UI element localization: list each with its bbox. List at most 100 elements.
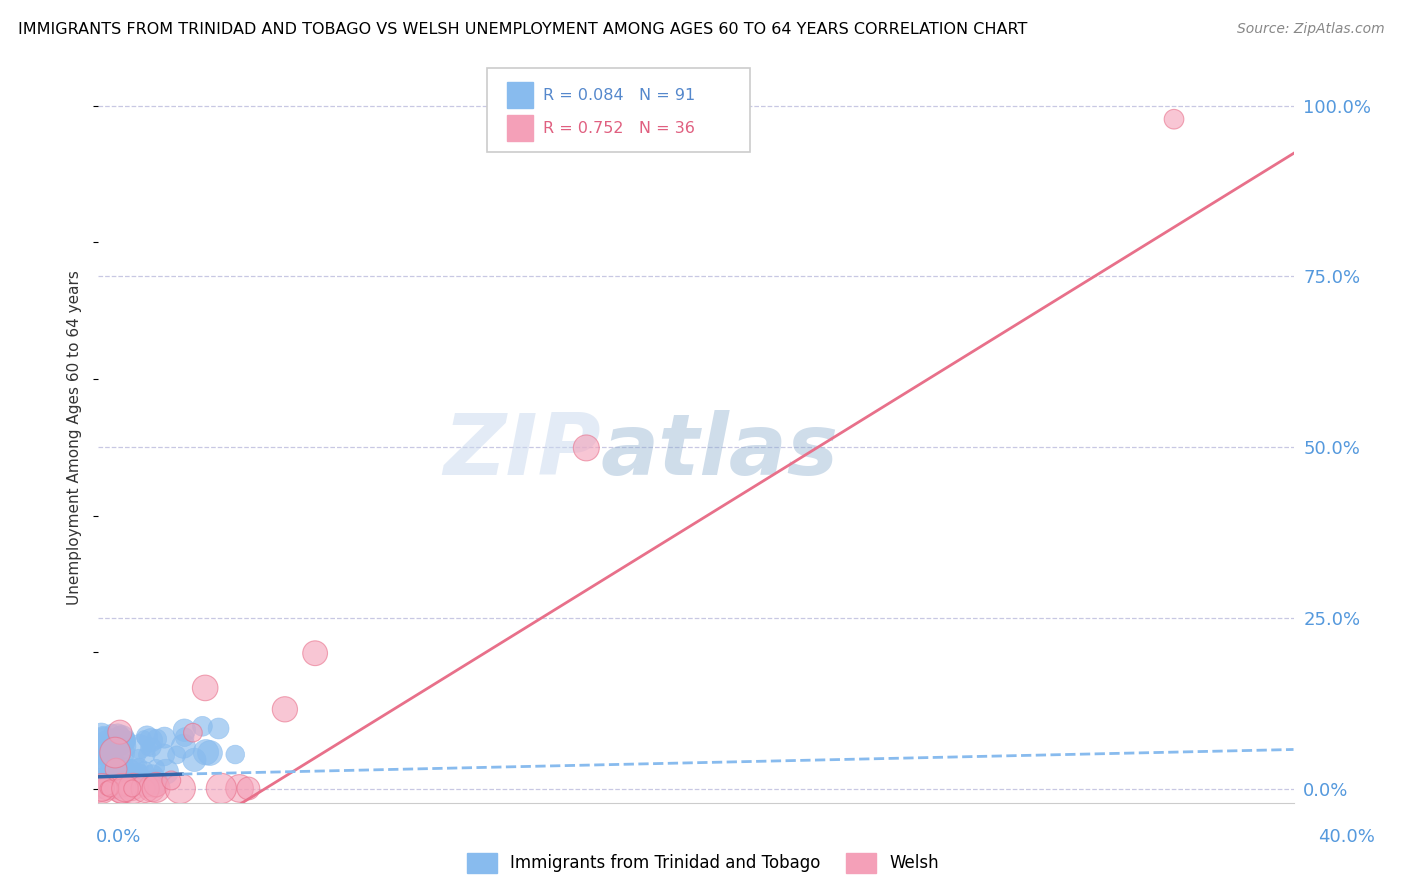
Point [90, 747, 112, 762]
Point [194, 745, 217, 759]
Point [304, 646, 326, 660]
Point [110, 736, 132, 750]
Point [94, 735, 117, 749]
Point [132, 776, 155, 790]
Point [118, 764, 141, 779]
Point [145, 761, 167, 775]
Point [142, 777, 165, 791]
Point [145, 775, 167, 789]
Point [90, 781, 112, 796]
Point [115, 734, 138, 748]
Point [128, 739, 150, 754]
Point [91, 781, 114, 796]
Point [100, 739, 122, 754]
Point [121, 781, 143, 796]
Point [132, 731, 155, 745]
Point [135, 781, 157, 796]
Point [101, 781, 124, 796]
Point [96, 781, 118, 796]
Point [228, 781, 250, 796]
Point [124, 764, 146, 778]
Point [93, 728, 115, 742]
Text: 40.0%: 40.0% [1319, 828, 1375, 846]
Point [97, 747, 120, 761]
Point [146, 732, 169, 747]
Point [108, 780, 131, 795]
Point [101, 725, 124, 739]
Point [198, 746, 221, 760]
Point [141, 781, 163, 796]
Point [107, 779, 129, 793]
Point [145, 778, 167, 792]
Point [89, 757, 111, 772]
Point [104, 780, 127, 794]
Point [111, 746, 134, 760]
Point [100, 773, 122, 788]
Point [191, 719, 214, 733]
Point [94, 774, 117, 789]
Point [173, 723, 195, 738]
Point [90, 728, 112, 742]
Legend: Immigrants from Trinidad and Tobago, Welsh: Immigrants from Trinidad and Tobago, Wel… [461, 847, 945, 880]
Point [121, 781, 143, 796]
Point [93, 731, 115, 746]
Point [172, 739, 194, 754]
Point [114, 772, 136, 786]
Point [108, 731, 131, 745]
Point [110, 780, 132, 795]
Point [104, 746, 127, 760]
Point [103, 780, 125, 794]
Point [98, 743, 121, 757]
Point [173, 730, 195, 744]
Point [183, 753, 205, 767]
Point [93, 774, 115, 789]
Point [101, 765, 124, 780]
Point [110, 739, 132, 754]
Point [91, 781, 114, 796]
Point [112, 777, 135, 791]
Point [194, 681, 217, 695]
Point [153, 731, 176, 745]
Point [145, 781, 167, 796]
Point [169, 781, 191, 796]
Text: R = 0.084   N = 91: R = 0.084 N = 91 [543, 87, 695, 103]
Point [107, 772, 129, 786]
Point [97, 747, 120, 762]
Point [110, 756, 132, 771]
FancyBboxPatch shape [486, 68, 749, 152]
Point [134, 764, 156, 778]
Point [128, 759, 150, 773]
Point [110, 768, 132, 782]
Point [105, 762, 128, 776]
Point [101, 781, 124, 796]
Point [100, 765, 122, 780]
Point [90, 773, 112, 788]
Point [143, 781, 166, 796]
Point [98, 772, 121, 786]
Text: ZIP: ZIP [443, 410, 600, 493]
Point [104, 736, 127, 750]
Point [224, 747, 246, 762]
Point [181, 725, 204, 739]
Point [87, 781, 110, 796]
Point [112, 739, 135, 754]
Y-axis label: Unemployment Among Ages 60 to 64 years: Unemployment Among Ages 60 to 64 years [67, 269, 83, 605]
Point [96, 748, 118, 763]
Point [114, 781, 136, 796]
Point [114, 781, 136, 796]
Point [127, 772, 149, 787]
Point [107, 772, 129, 786]
Point [575, 441, 598, 455]
Point [104, 756, 127, 770]
Text: atlas: atlas [600, 410, 838, 493]
Point [108, 725, 131, 739]
Point [209, 781, 232, 796]
Point [155, 764, 177, 779]
Point [136, 730, 159, 744]
Point [274, 702, 297, 716]
Point [111, 781, 134, 796]
Point [114, 781, 136, 796]
Point [122, 781, 145, 796]
Bar [508, 82, 533, 108]
Point [114, 734, 136, 748]
